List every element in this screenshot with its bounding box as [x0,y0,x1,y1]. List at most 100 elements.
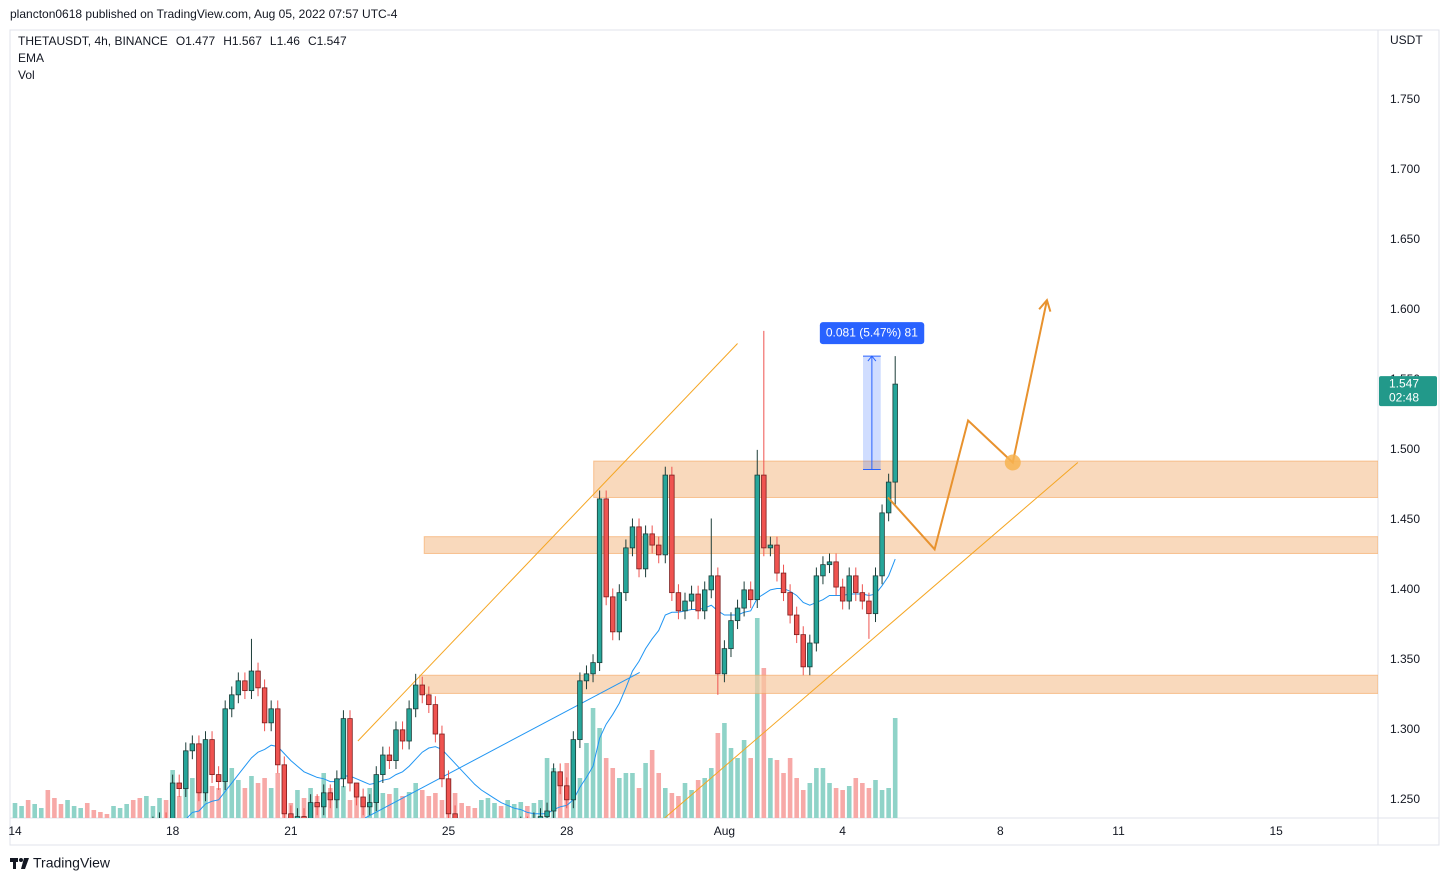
candle-body [268,708,274,724]
candle-body [26,845,31,853]
price-badge [1379,376,1437,407]
y-tick-label: 1.350 [1390,652,1420,666]
y-tick-label: 1.450 [1390,512,1420,526]
volume-bar [84,803,90,818]
candle-body [669,474,675,594]
volume-bar [236,780,241,818]
candle-body [853,575,859,594]
volume-bar [439,800,445,818]
volume-bar [341,786,346,818]
volume-bar [827,783,832,818]
volume-bar [787,758,793,818]
ohlc-value: 1.567 [232,34,262,48]
volume-bar [860,783,865,818]
candle-body [439,733,445,780]
candle-body [294,816,301,818]
candle-body [780,572,787,594]
volume-bar [78,808,83,818]
candle-body [367,802,373,808]
candle-body [642,533,649,570]
candle-body [157,821,162,825]
trend-line [364,671,640,818]
plot-area [12,298,1378,853]
volume-bar [623,773,629,818]
x-tick-label: 25 [442,824,456,838]
volume-bar [354,796,359,818]
candle-body [105,842,110,845]
candle-body [229,694,235,710]
volume-bar [144,796,149,818]
x-tick-label: 11 [1112,824,1125,838]
volume-bar [183,788,189,818]
forecast-point [1004,454,1021,471]
volume-bar [380,793,386,818]
volume-bar [275,773,281,818]
candle-body [505,833,510,840]
candle-body [445,778,452,815]
volume-bar [124,804,129,818]
candle-body [793,614,800,636]
volume-bar [662,788,668,818]
candle-body [380,754,386,776]
volume-bar [768,758,773,818]
volume-bar [702,778,708,818]
candle-body [721,648,728,675]
volume-bar [590,708,596,818]
ohlc-label: O [176,34,185,48]
candle-body [603,498,609,598]
volume-bar [229,768,235,818]
volume-bar [295,790,300,818]
volume-bar [65,800,70,818]
volume-bar [761,668,767,818]
candle-body [550,771,557,812]
volume-bar [498,806,504,818]
volume-bar [636,788,642,818]
candle-body [741,589,747,609]
candle-body [557,771,563,787]
volume-bar [157,798,162,818]
candle-body [767,544,774,549]
volume-bar [393,788,399,818]
candle-body [419,684,425,696]
volume-bar [617,778,622,818]
volume-bar [98,812,103,818]
zone [423,536,1378,554]
candle-body [399,729,406,742]
volume-bar [91,810,97,818]
volume-bar [794,778,799,818]
candle-body [275,708,281,766]
volume-bar [347,800,353,818]
candle-body [636,526,642,570]
candle-body [688,593,695,602]
candle-body [708,575,714,591]
candle-body [65,840,70,847]
volume-bar [262,778,267,818]
volume-bar [735,758,740,818]
volume-bar [130,800,136,818]
volume-bar [242,788,248,818]
volume-bar [268,788,274,818]
volume-bar [715,733,721,818]
volume-bar [892,718,898,818]
volume-bar [150,806,156,818]
volume-bar [610,768,616,818]
candle-body [774,544,780,574]
candle-body [761,474,767,549]
candle-body [169,782,176,818]
footer-brand: TradingView [33,855,111,871]
candle-body [347,718,353,784]
x-tick-label: 15 [1270,824,1284,838]
candle-body [235,680,242,696]
candle-body [486,839,491,843]
candle-body [72,836,77,840]
candle-body [209,739,215,776]
candle-body [281,764,288,815]
x-tick-label: 21 [284,824,298,838]
footer-logo [10,858,29,869]
volume-bar [71,806,77,818]
volume-bar [45,790,51,818]
candle-body [682,600,688,612]
volume-bar [301,798,307,818]
candle-body [301,816,307,818]
volume-bar [406,792,412,818]
